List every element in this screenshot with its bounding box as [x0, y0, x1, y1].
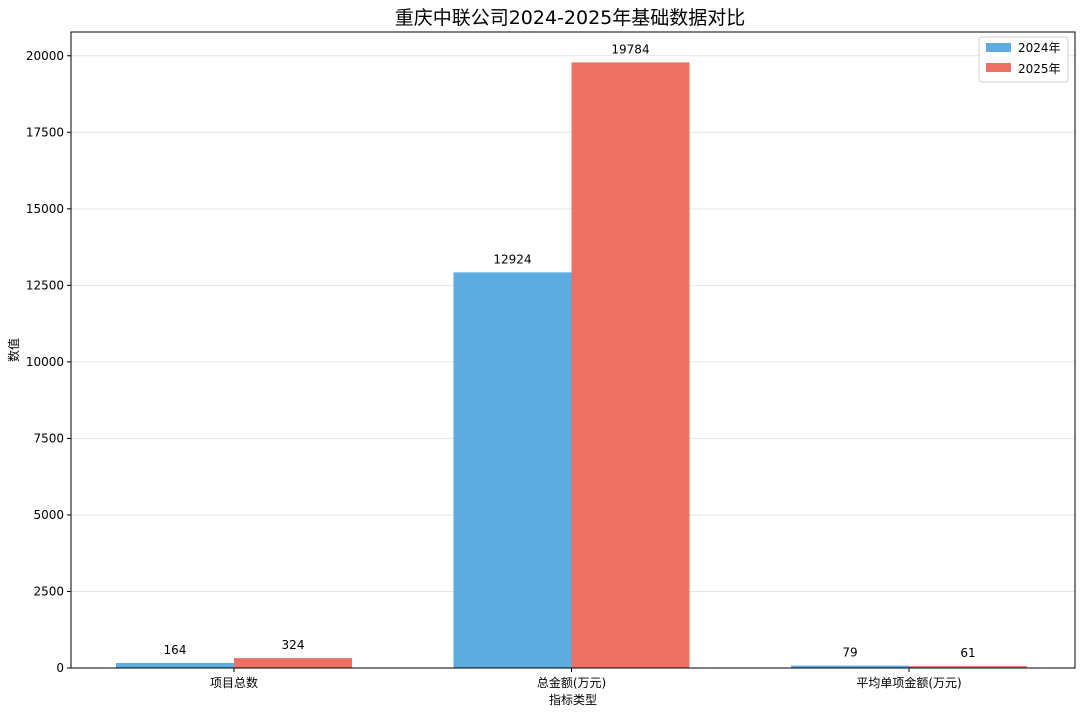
- legend-label-2025: 2025年: [1018, 62, 1061, 76]
- bar: [234, 658, 352, 668]
- bar: [116, 662, 234, 668]
- legend-swatch-2025: [986, 63, 1011, 72]
- y-tick-label: 20000: [26, 49, 64, 63]
- bars: [116, 62, 1027, 668]
- x-tick-label: 总金额(万元): [537, 675, 606, 690]
- data-labels: 164 12924 79 324 19784 61: [164, 42, 976, 660]
- y-tick-label: 0: [56, 661, 64, 675]
- y-tick-label: 2500: [33, 584, 64, 598]
- y-tick-label: 10000: [26, 355, 64, 369]
- data-label: 164: [164, 643, 187, 657]
- data-label: 12924: [493, 252, 531, 266]
- data-label: 61: [960, 646, 975, 660]
- x-axis-label: 指标类型: [549, 692, 597, 707]
- x-axis-ticks: 项目总数 总金额(万元) 平均单项金额(万元): [210, 668, 962, 690]
- plot-area-frame: [70, 31, 1076, 669]
- legend: 2024年 2025年: [978, 36, 1069, 83]
- y-tick-label: 5000: [33, 508, 64, 522]
- data-label: 324: [282, 638, 305, 652]
- y-tick-label: 15000: [26, 202, 64, 216]
- y-tick-label: 12500: [26, 278, 64, 292]
- data-label: 79: [842, 646, 857, 660]
- bar: [453, 272, 572, 668]
- x-tick-label: 项目总数: [210, 675, 258, 690]
- x-tick-label: 平均单项金额(万元): [856, 675, 961, 690]
- y-axis-ticks: 0 2500 5000 7500 10000 12500 15000 17500 20000: [26, 49, 71, 675]
- bar: [909, 666, 1027, 668]
- y-axis-label: 数值: [6, 338, 21, 362]
- legend-swatch-2024: [986, 43, 1011, 52]
- y-tick-label: 7500: [33, 431, 64, 445]
- chart-title: 重庆中联公司2024-2025年基础数据对比: [395, 7, 746, 29]
- bar: [571, 62, 690, 668]
- data-label: 19784: [611, 42, 649, 56]
- y-tick-label: 17500: [26, 125, 64, 139]
- legend-label-2024: 2024年: [1018, 41, 1061, 55]
- bar: [791, 665, 909, 668]
